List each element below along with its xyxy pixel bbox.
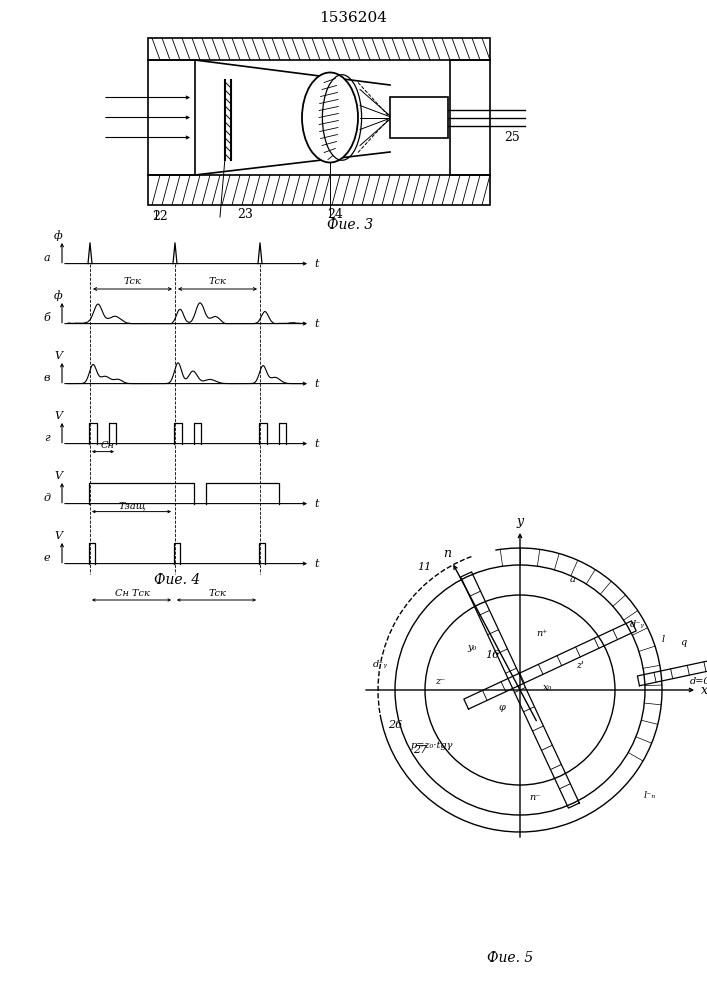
Text: x₀: x₀ (543, 684, 553, 692)
Text: а: а (44, 253, 50, 263)
Text: 11: 11 (417, 562, 432, 572)
Bar (450, 60, 490, 175)
Text: 24: 24 (327, 209, 343, 222)
Text: Сн Тск: Сн Тск (115, 588, 150, 597)
Text: д: д (44, 493, 50, 503)
Text: y₀: y₀ (467, 644, 477, 652)
Text: l: l (662, 636, 665, 645)
Text: V: V (54, 351, 62, 361)
Text: г: г (44, 433, 49, 443)
Text: z': z' (576, 660, 584, 670)
Text: n: n (443, 547, 451, 560)
Text: V: V (54, 471, 62, 481)
Text: a: a (570, 576, 576, 584)
Text: Фие. 4: Фие. 4 (154, 573, 201, 587)
Text: Сн: Сн (101, 441, 115, 450)
Text: Тск: Тск (209, 277, 226, 286)
Text: ф: ф (54, 231, 62, 241)
Text: б: б (44, 313, 50, 323)
Text: V: V (54, 531, 62, 541)
Text: V: V (54, 411, 62, 421)
Text: 1536204: 1536204 (319, 11, 387, 25)
Text: Тск: Тск (209, 588, 226, 597)
Text: n⁻: n⁻ (530, 792, 541, 802)
Text: y: y (516, 516, 524, 528)
Text: q: q (680, 638, 686, 647)
Text: l⁻ₙ: l⁻ₙ (644, 790, 656, 800)
Text: x: x (701, 684, 707, 696)
Text: d⁻ᵧ: d⁻ᵧ (373, 660, 387, 670)
Text: p=z₀·tgγ: p=z₀·tgγ (411, 740, 453, 750)
Text: n⁺: n⁺ (537, 629, 548, 638)
Text: 25: 25 (504, 131, 520, 144)
Text: t: t (315, 379, 320, 389)
Text: в: в (44, 373, 50, 383)
Text: Фие. 3: Фие. 3 (327, 218, 373, 232)
Text: е: е (44, 553, 50, 563)
Text: d=0: d=0 (690, 678, 707, 686)
Text: Тск: Тск (124, 277, 141, 286)
Text: 27: 27 (413, 745, 427, 755)
Ellipse shape (302, 73, 358, 162)
Text: z⁻: z⁻ (435, 678, 445, 686)
Text: Тзащ: Тзащ (119, 501, 146, 510)
Text: φ: φ (498, 704, 506, 712)
Bar (148, 60, 195, 175)
Text: 23: 23 (237, 209, 253, 222)
Text: t: t (315, 259, 320, 269)
Bar (390, 97, 448, 138)
Text: ф: ф (54, 291, 62, 301)
Text: 26: 26 (388, 720, 402, 730)
Bar (148, 175, 490, 205)
Text: t: t (315, 439, 320, 449)
Bar (148, 38, 490, 60)
Text: t: t (315, 499, 320, 509)
Text: t: t (315, 559, 320, 569)
Text: 16: 16 (485, 650, 499, 660)
Text: d⁻ᵧ: d⁻ᵧ (629, 620, 645, 630)
Text: t: t (315, 319, 320, 329)
Text: Фие. 5: Фие. 5 (487, 951, 533, 965)
Text: 22: 22 (152, 211, 168, 224)
